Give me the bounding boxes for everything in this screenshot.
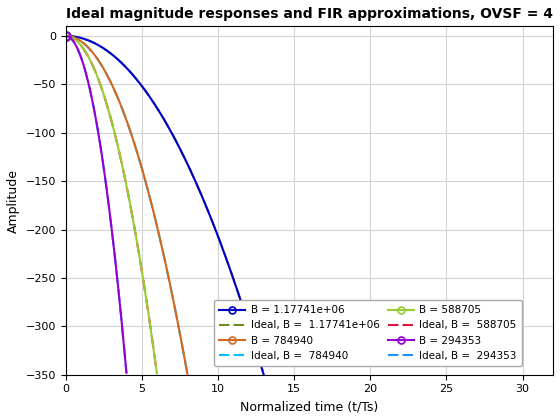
Legend: B = 1.17741e+06, Ideal, B =  1.17741e+06, B = 784940, Ideal, B =  784940, B = 58: B = 1.17741e+06, Ideal, B = 1.17741e+06,… <box>214 300 521 366</box>
Title: Ideal magnitude responses and FIR approximations, OVSF = 4: Ideal magnitude responses and FIR approx… <box>66 7 553 21</box>
X-axis label: Normalized time (t/Ts): Normalized time (t/Ts) <box>240 400 379 413</box>
Y-axis label: Amplitude: Amplitude <box>7 168 20 233</box>
